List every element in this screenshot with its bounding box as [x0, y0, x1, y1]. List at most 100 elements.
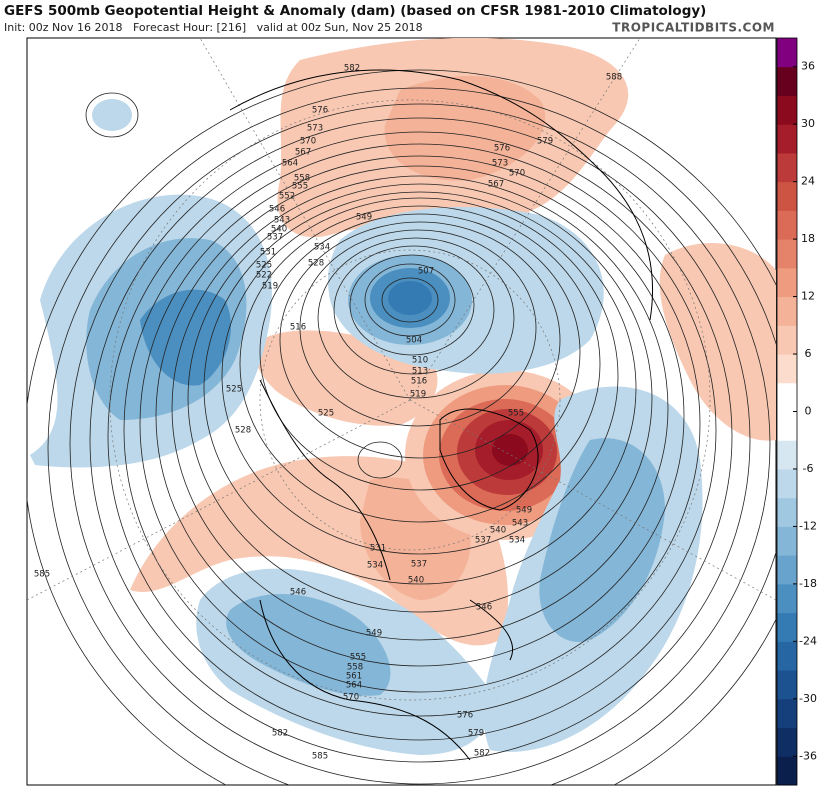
colorbar-band: [777, 583, 797, 614]
graticule: [27, 38, 776, 701]
colorbar: 36 30 24 18 12 6 0 -6 -12 -18 -24 -30 -36: [776, 37, 817, 786]
contour-label: 504: [406, 336, 422, 346]
contour-label: 516: [290, 323, 306, 333]
map-area: [26, 37, 777, 786]
colorbar-band: [777, 641, 797, 671]
colorbar-tick-label: 30: [801, 117, 815, 130]
anomaly-negative: [140, 289, 231, 386]
contour-label: 561: [346, 672, 362, 682]
colorbar-band: [777, 468, 797, 499]
contour-label: 546: [269, 205, 285, 215]
contour-label: 537: [267, 233, 283, 243]
colorbar-band: [777, 756, 797, 786]
contour-label: 555: [292, 182, 308, 192]
contour-label: 528: [235, 426, 251, 436]
height-contours: [27, 69, 776, 785]
colorbar-band: [777, 210, 797, 240]
colorbar-band: [777, 38, 797, 68]
contour-label: 564: [346, 681, 362, 691]
contour-label: 558: [294, 174, 310, 184]
contour-label: 528: [308, 259, 324, 269]
contour-label: 537: [475, 536, 491, 546]
colorbar-band: [777, 95, 797, 125]
contour-label: 540: [271, 225, 287, 235]
colorbar-band: [777, 152, 797, 183]
contour-label: 582: [344, 64, 360, 74]
contour-label: 534: [314, 243, 330, 253]
contour-label: 567: [488, 180, 504, 190]
contour-label: 585: [34, 570, 50, 580]
contour-label: 549: [516, 506, 532, 516]
colorbar-tick-label: 36: [801, 60, 815, 73]
colorbar-band: [777, 124, 797, 154]
colorbar-band: [777, 181, 797, 211]
contour-label: 507: [418, 267, 434, 277]
colorbar-tick-label: -12: [799, 519, 817, 532]
contour-label: 534: [367, 561, 383, 571]
contour-label: 573: [307, 124, 323, 134]
colorbar-band: [777, 440, 797, 470]
colorbar-band: [777, 325, 797, 355]
colorbar-tick-label: 18: [801, 232, 815, 245]
colorbar-band: [777, 612, 797, 642]
colorbar-band: [777, 66, 797, 96]
contour-label: 567: [295, 148, 311, 158]
anomaly-positive: [492, 434, 528, 466]
contour-label: 525: [318, 409, 334, 419]
contour-label: 540: [408, 576, 424, 586]
contour-labels: 5825885765735705675645585555525465435405…: [34, 64, 622, 762]
colorbar-band: [777, 382, 797, 412]
contour-label: 513: [412, 367, 428, 377]
colorbar-tick-label: -30: [799, 692, 817, 705]
contour-label: 564: [282, 159, 298, 169]
contour-label: 570: [343, 693, 359, 703]
contour-label: 552: [279, 192, 295, 202]
contour-label: 549: [366, 629, 382, 639]
contour-label: 510: [412, 356, 428, 366]
contour-label: 525: [256, 261, 272, 271]
colorbar-tick-label: 12: [801, 290, 815, 303]
contour-label: 522: [256, 271, 272, 281]
anomaly-positive: [384, 76, 546, 181]
contour-label: 519: [410, 390, 426, 400]
colorbar-band: [777, 555, 797, 585]
contour-label: 531: [370, 544, 386, 554]
colorbar-band: [777, 267, 797, 298]
contour-label: 579: [468, 729, 484, 739]
title: GEFS 500mb Geopotential Height & Anomaly…: [4, 3, 706, 19]
contour-label: 543: [274, 216, 290, 226]
contour-label: 546: [290, 588, 306, 598]
colorbar-band: [777, 497, 797, 527]
coastlines: [229, 69, 653, 761]
contour-label: 546: [476, 603, 492, 613]
colorbar-tick-label: 0: [805, 405, 812, 418]
contour-label: 555: [508, 409, 524, 419]
contour-label: 576: [494, 144, 510, 154]
contour-label: 543: [512, 519, 528, 529]
contour-label: 537: [411, 560, 427, 570]
colorbar-band: [777, 727, 797, 757]
contour-label: 582: [474, 749, 490, 759]
colorbar-tick-label: -24: [799, 634, 817, 647]
contour-label: 540: [490, 526, 506, 536]
contour-label: 516: [411, 377, 427, 387]
contour-label: 582: [272, 729, 288, 739]
contour-label: 525: [226, 385, 242, 395]
colorbar-band: [777, 354, 797, 384]
colorbar-tick-label: -36: [799, 749, 817, 762]
contour-label: 570: [300, 137, 316, 147]
anomaly-negative: [226, 593, 391, 696]
colorbar-tick-label: -6: [803, 462, 814, 475]
contour-label: 588: [606, 73, 622, 83]
anomaly-negative: [92, 99, 132, 131]
colorbar-band: [777, 526, 797, 556]
contour-label: 570: [509, 169, 525, 179]
colorbar-band: [777, 698, 797, 729]
colorbar-band: [777, 239, 797, 269]
contour-label: 579: [537, 137, 553, 147]
colorbar-band: [777, 296, 797, 326]
subtitle: Init: 00z Nov 16 2018 Forecast Hour: [21…: [4, 21, 423, 34]
contour-label: 558: [347, 663, 363, 673]
